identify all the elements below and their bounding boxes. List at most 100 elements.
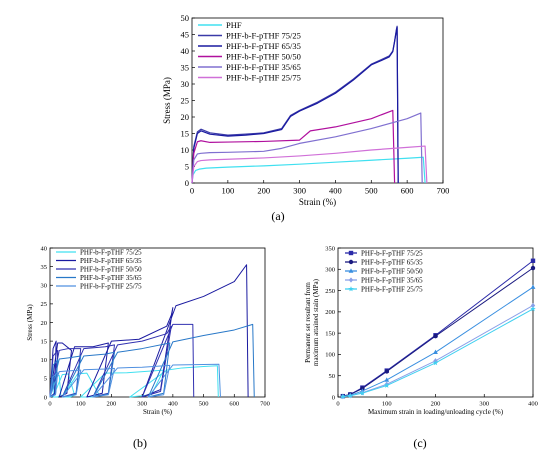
chart-c-data-point xyxy=(530,302,536,309)
chart-a-x-tick-label: 500 xyxy=(365,186,378,196)
chart-c-legend-label: PHF-b-F-pTHF 35/65 xyxy=(361,276,423,284)
chart-b-y-tick-label: 15 xyxy=(41,338,48,345)
chart-c-y-tick-label: 300 xyxy=(325,267,335,274)
chart-c-legend-label: PHF-b-F-pTHF 75/25 xyxy=(361,249,423,257)
caption-c: (c) xyxy=(413,436,427,450)
chart-c-x-tick-label: 300 xyxy=(479,401,489,408)
chart-c-legend-marker xyxy=(348,268,354,273)
chart-a-series-line xyxy=(191,26,399,184)
chart-a-legend-label: PHF-b-F-pTHF 75/25 xyxy=(226,30,301,40)
chart-a-y-tick-label: 20 xyxy=(181,112,190,122)
chart-a-x-tick-label: 200 xyxy=(257,186,270,196)
chart-c: 0 100 200 300 400 0 50 100 150 200 250 300 350 Maximu… xyxy=(304,245,538,416)
chart-c-data-point xyxy=(530,284,536,289)
chart-a-y-tick-label: 10 xyxy=(181,145,190,155)
chart-a-y-axis-label: Stress (MPa) xyxy=(162,77,172,124)
chart-c-data-point xyxy=(432,360,439,366)
chart-a-y-tick-label: 45 xyxy=(181,29,190,39)
chart-b-x-axis-label: Strain (%) xyxy=(143,408,173,416)
chart-b-legend-label: PHF-b-F-pTHF 35/65 xyxy=(80,274,142,282)
chart-b-y-tick-label: 25 xyxy=(41,301,48,308)
chart-a-series-line xyxy=(191,109,396,184)
chart-a-y-tick-label: 35 xyxy=(181,62,190,72)
chart-c-data-point xyxy=(433,333,438,339)
chart-c-data-point xyxy=(384,377,390,382)
chart-c-legend-marker xyxy=(348,259,354,265)
chart-c-y-axis-label: Permanent set resultant frommaximum atta… xyxy=(304,278,320,366)
chart-c-series-line xyxy=(342,286,534,397)
chart-c-data-point xyxy=(359,390,366,396)
chart-b-x-tick-label: 600 xyxy=(229,401,239,408)
chart-b-y-tick-label: 20 xyxy=(41,320,48,327)
chart-a-y-tick-label: 5 xyxy=(185,161,189,171)
chart-c-x-axis-label: Maximum strain in loading/unloading cycl… xyxy=(368,408,504,416)
chart-b-x-tick-label: 200 xyxy=(107,401,117,408)
chart-c-data-point xyxy=(384,382,390,388)
chart-c-y-tick-label: 200 xyxy=(325,309,335,316)
chart-a-y-tick-label: 0 xyxy=(185,178,189,188)
chart-b-y-tick-label: 10 xyxy=(41,357,48,364)
chart-b-y-tick-label: 40 xyxy=(41,245,48,252)
chart-a-legend-label: PHF-b-F-pTHF 25/75 xyxy=(226,72,301,82)
chart-b-legend-label: PHF-b-F-pTHF 65/35 xyxy=(80,257,142,265)
chart-b-series-line xyxy=(49,363,221,398)
chart-a-series-line xyxy=(191,156,426,184)
chart-c-y-tick-label: 150 xyxy=(325,330,335,337)
chart-b-series-line xyxy=(49,323,255,398)
chart-b-y-tick-label: 0 xyxy=(44,394,47,401)
chart-b-y-tick-label: 30 xyxy=(41,283,48,290)
chart-c-legend-marker xyxy=(348,277,354,283)
chart-b-y-tick-label: 35 xyxy=(41,264,48,271)
chart-c-data-point xyxy=(530,265,536,271)
chart-c-legend-label: PHF-b-F-pTHF 25/75 xyxy=(361,285,423,293)
chart-c-y-axis-label-line: Permanent set resultant from xyxy=(304,282,312,363)
chart-c-data-point xyxy=(340,393,346,399)
chart-a-y-tick-label: 30 xyxy=(181,79,190,89)
chart-a-legend-label: PHF-b-F-pTHF 50/50 xyxy=(226,51,301,61)
chart-c-data-point xyxy=(530,306,536,312)
chart-c-y-tick-label: 100 xyxy=(325,352,335,359)
chart-c-y-tick-label: 250 xyxy=(325,288,335,295)
chart-b-x-tick-label: 300 xyxy=(137,401,147,408)
chart-a-y-tick-label: 50 xyxy=(181,13,190,23)
chart-a: 0 100 200 300 400 500 600 700 0 5 10 15 20 25 30 35 40 45… xyxy=(162,13,450,207)
chart-c-y-axis-label-line: maximum attained stain (MPa) xyxy=(312,278,320,366)
chart-a-y-tick-label: 40 xyxy=(181,46,190,56)
chart-c-y-tick-label: 350 xyxy=(325,245,335,252)
chart-a-y-tick-label: 15 xyxy=(181,128,190,138)
chart-c-legend-marker xyxy=(348,250,354,256)
caption-b: (b) xyxy=(133,436,147,450)
chart-b-x-tick-label: 100 xyxy=(76,401,86,408)
chart-b-legend-label: PHF-b-F-pTHF 25/75 xyxy=(80,282,142,290)
chart-a-x-tick-label: 100 xyxy=(221,186,234,196)
chart-c-legend-label: PHF-b-F-pTHF 50/50 xyxy=(361,267,423,275)
chart-c-x-tick-label: 200 xyxy=(431,401,441,408)
chart-b-x-tick-label: 500 xyxy=(199,401,209,408)
chart-b-legend-label: PHF-b-F-pTHF 50/50 xyxy=(80,265,142,273)
chart-c-y-tick-label: 0 xyxy=(332,394,335,401)
chart-a-x-tick-label: 600 xyxy=(401,186,414,196)
chart-a-legend-label: PHF-b-F-pTHF 65/35 xyxy=(226,41,301,51)
chart-a-x-tick-label: 700 xyxy=(437,186,450,196)
chart-b-y-axis-label: Stress (MPa) xyxy=(26,304,34,341)
caption-a: (a) xyxy=(271,209,285,223)
chart-a-series-line xyxy=(191,145,428,184)
chart-c-data-point xyxy=(347,392,353,399)
chart-c-x-tick-label: 0 xyxy=(336,401,339,408)
chart-c-x-tick-label: 100 xyxy=(382,401,392,408)
chart-c-y-tick-label: 50 xyxy=(329,373,336,380)
chart-c-data-point xyxy=(384,369,389,374)
chart-a-x-axis-label: Strain (%) xyxy=(299,197,336,207)
chart-b-legend-label: PHF-b-F-pTHF 75/25 xyxy=(80,248,142,256)
chart-a-x-tick-label: 300 xyxy=(293,186,306,196)
chart-a-series-line xyxy=(191,112,423,184)
chart-c-legend-label: PHF-b-F-pTHF 65/35 xyxy=(361,258,423,266)
chart-a-legend-label: PHF xyxy=(226,20,242,30)
chart-c-data-point xyxy=(530,258,536,263)
chart-c-legend-marker xyxy=(348,286,354,292)
chart-a-y-tick-label: 25 xyxy=(181,95,190,105)
chart-a-x-tick-label: 400 xyxy=(329,186,342,196)
chart-b-x-tick-label: 700 xyxy=(260,401,270,408)
chart-b-x-tick-label: 0 xyxy=(48,401,51,408)
chart-b: 0 100 200 300 400 500 600 700 0 5 10 15 20 25 30 35 40 St… xyxy=(26,245,270,416)
